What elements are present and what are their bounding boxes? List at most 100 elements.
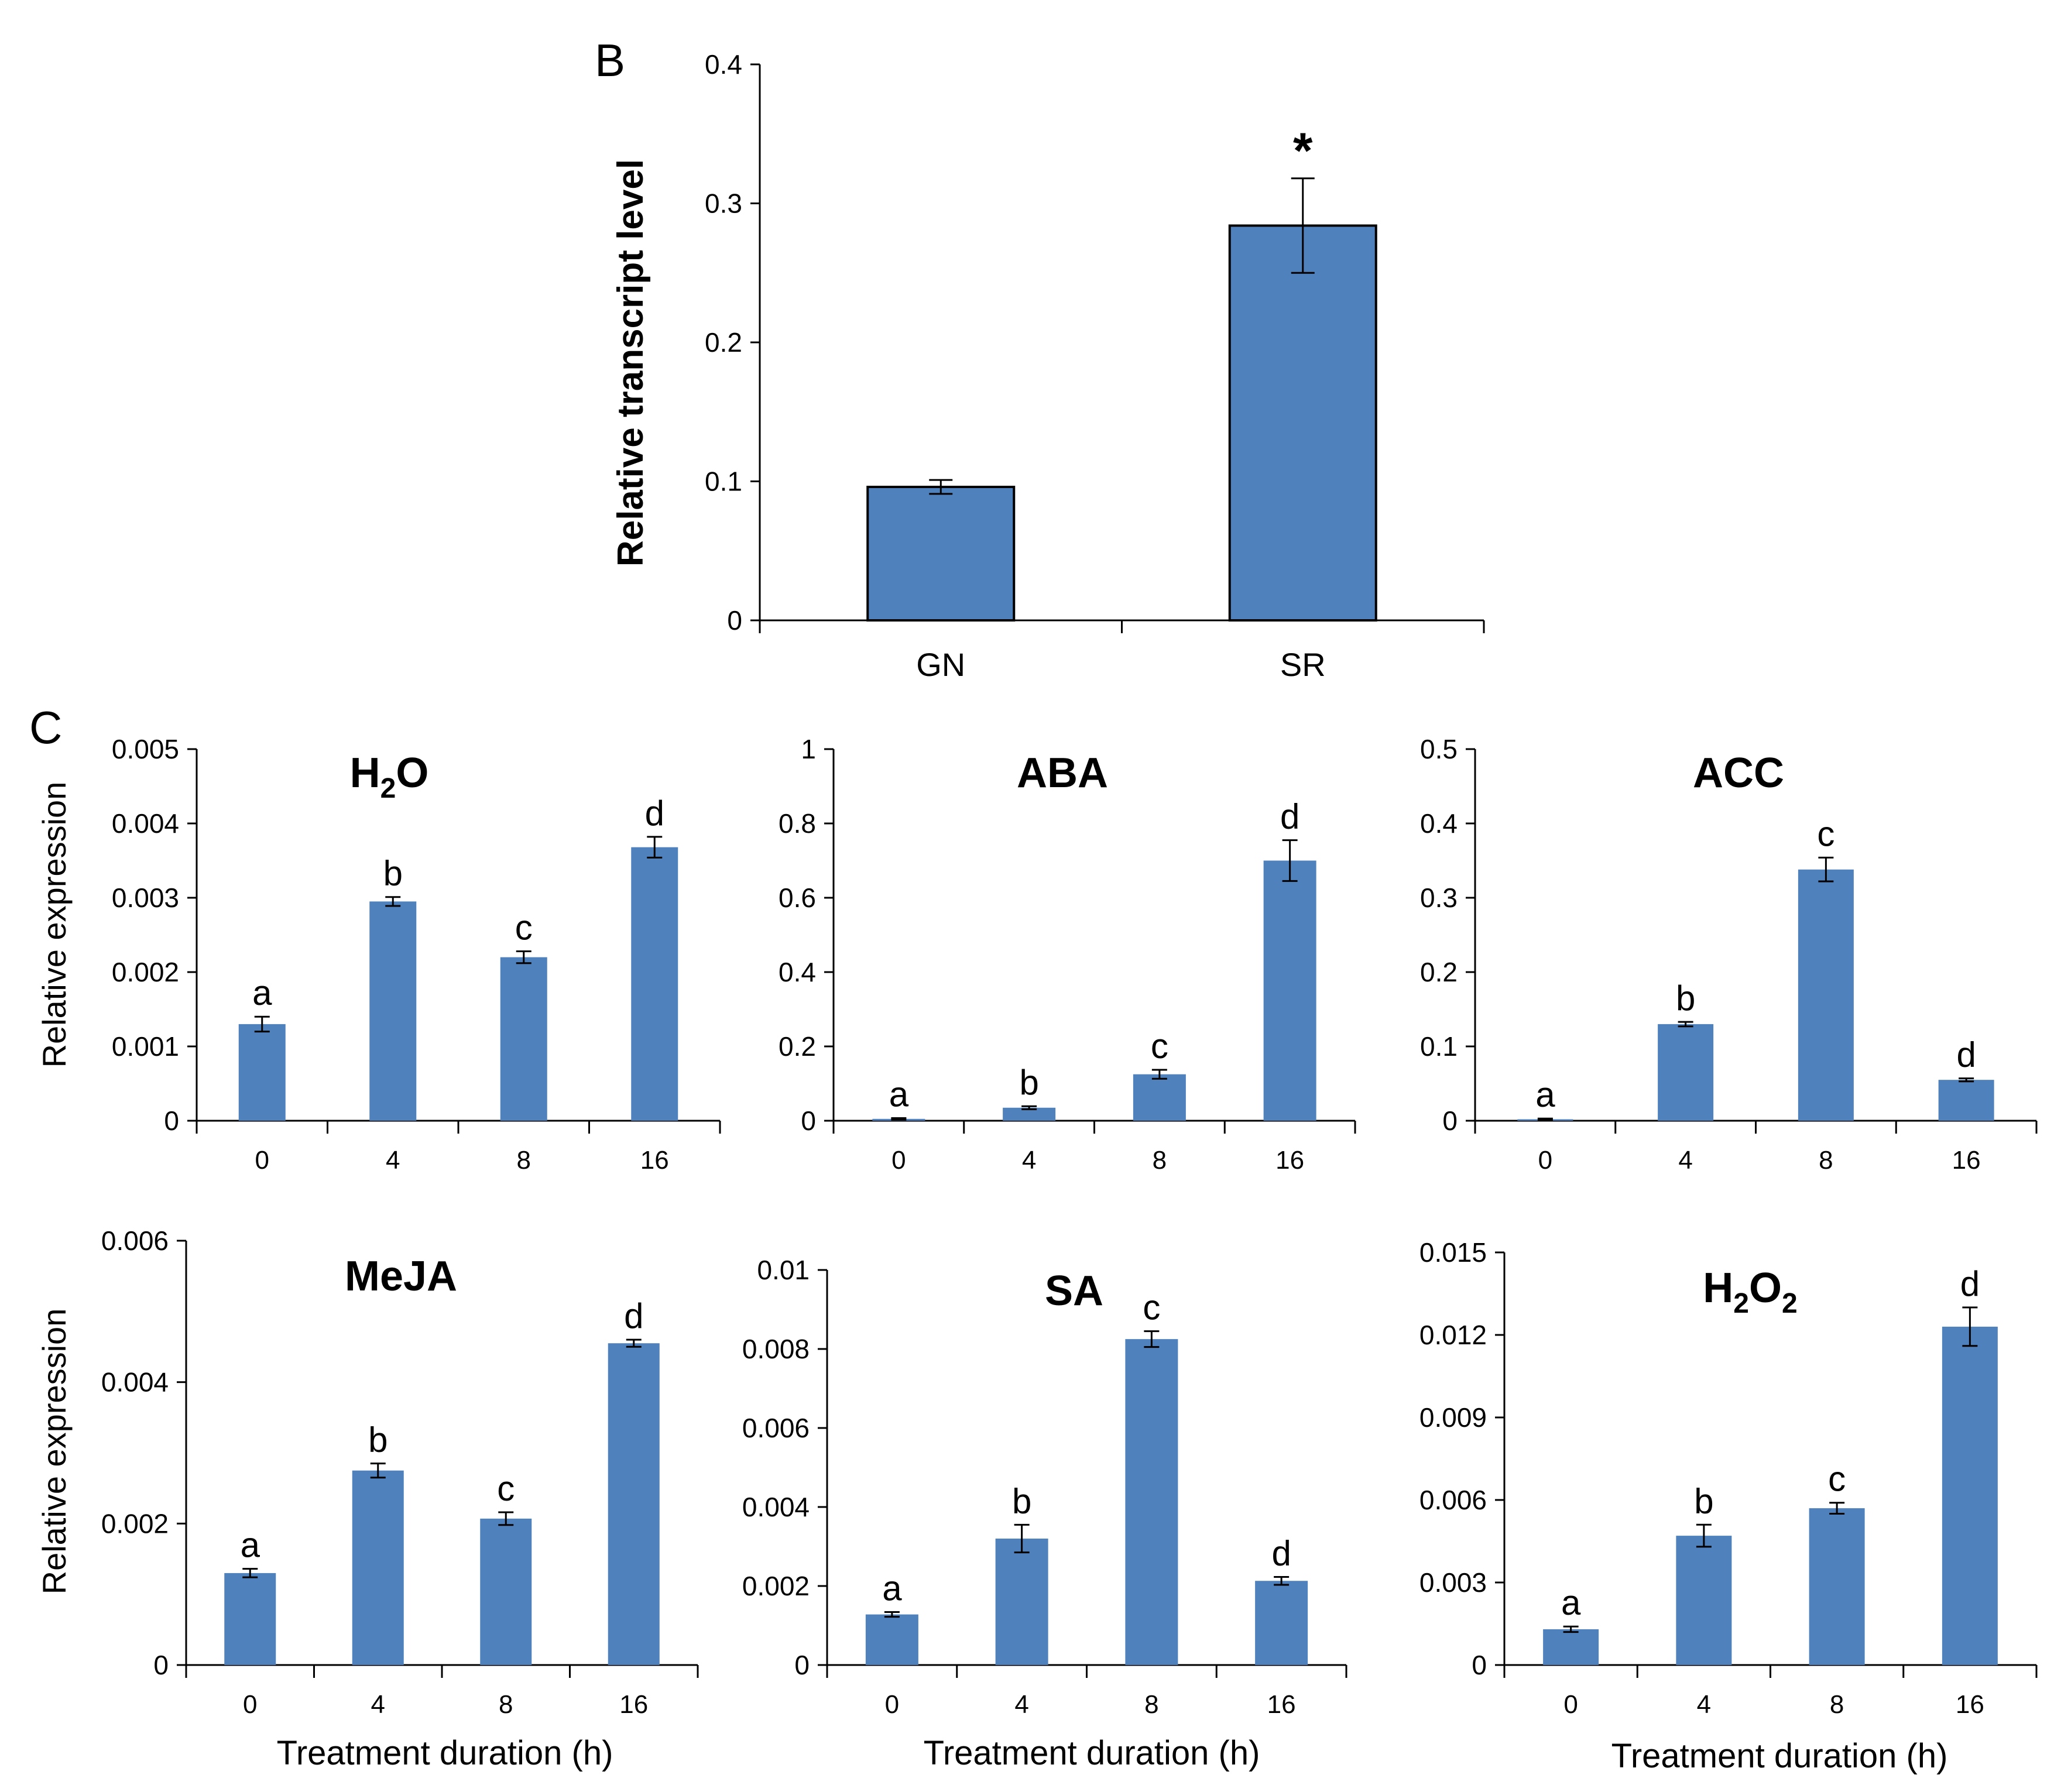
aba-bar bbox=[1133, 1074, 1186, 1121]
h2o-ytick-label: 0.004 bbox=[112, 808, 179, 839]
meja-ytick-label: 0.002 bbox=[101, 1508, 169, 1539]
aba-category-label: 0 bbox=[891, 1146, 906, 1175]
aba-significance-label: c bbox=[1151, 1027, 1168, 1066]
acc-significance-label: b bbox=[1676, 979, 1695, 1018]
h2o-category-label: 16 bbox=[640, 1146, 669, 1175]
sa-bar bbox=[995, 1539, 1048, 1665]
b-ytick-label: 0.2 bbox=[705, 327, 742, 358]
h2o-category-label: 4 bbox=[386, 1146, 400, 1175]
sa-title: SA bbox=[1045, 1268, 1103, 1314]
h2o-ytick-label: 0 bbox=[164, 1106, 179, 1136]
sa-bar bbox=[1255, 1581, 1308, 1665]
sa-category-label: 0 bbox=[885, 1690, 899, 1719]
chart-acc: 0 0.1 0.2 0.3 0.4 0.5 a 0 b 4 c 8 d 16 ACC bbox=[1420, 734, 2038, 1175]
chart-aba: 0 0.2 0.4 0.6 0.8 1 a 0 b 4 c 8 d 16 ABA bbox=[779, 734, 1356, 1175]
acc-category-label: 8 bbox=[1819, 1146, 1833, 1175]
acc-ytick-label: 0.1 bbox=[1420, 1031, 1458, 1062]
sa-x-axis-title: Treatment duration (h) bbox=[924, 1734, 1260, 1772]
h2o-ytick-label: 0.005 bbox=[112, 734, 179, 764]
h2o-bar bbox=[238, 1024, 286, 1121]
meja-significance-label: c bbox=[497, 1469, 515, 1508]
b-bar bbox=[1228, 224, 1377, 622]
acc-bar bbox=[1798, 869, 1854, 1121]
h2o-ytick-label: 0.003 bbox=[112, 883, 179, 913]
meja-ytick-label: 0.006 bbox=[101, 1225, 169, 1256]
b-bar bbox=[866, 486, 1016, 622]
h2o-category-label: 8 bbox=[517, 1146, 531, 1175]
h2o-title-subscript: 2 bbox=[380, 773, 396, 804]
acc-ytick-label: 0 bbox=[1442, 1106, 1458, 1136]
h2o2-significance-label: d bbox=[1960, 1264, 1980, 1303]
h2o-significance-label: a bbox=[252, 973, 272, 1012]
b-ytick-label: 0.4 bbox=[705, 49, 742, 80]
meja-category-label: 8 bbox=[499, 1690, 513, 1719]
h2o2-x-axis-title: Treatment duration (h) bbox=[1611, 1737, 1948, 1775]
aba-bar bbox=[1263, 860, 1316, 1121]
h2o2-category-label: 4 bbox=[1697, 1690, 1711, 1719]
acc-title: ACC bbox=[1693, 750, 1784, 797]
chart-h2o: 0 0.001 0.002 0.003 0.004 0.005 a 0 b 4 c 8 d 16 H2O Re… bbox=[36, 734, 721, 1175]
chart-sa: 0 0.002 0.004 0.006 0.008 0.01 a 0 b 4 c 8 d 16 SA Trea… bbox=[742, 1255, 1347, 1772]
acc-significance-label: d bbox=[1956, 1035, 1976, 1074]
h2o2-significance-label: a bbox=[1561, 1583, 1581, 1622]
h2o2-category-label: 8 bbox=[1830, 1690, 1844, 1719]
meja-significance-label: a bbox=[241, 1526, 260, 1565]
sa-ytick-label: 0.004 bbox=[742, 1492, 810, 1522]
sa-category-label: 16 bbox=[1267, 1690, 1296, 1719]
sa-ytick-label: 0.008 bbox=[742, 1334, 810, 1364]
h2o2-title-subscript-2: 2 bbox=[1782, 1288, 1798, 1319]
acc-ytick-label: 0.3 bbox=[1420, 883, 1458, 913]
h2o2-ytick-label: 0.015 bbox=[1419, 1237, 1487, 1268]
sa-ytick-label: 0.006 bbox=[742, 1413, 810, 1443]
h2o2-title-subscript: 2 bbox=[1733, 1288, 1749, 1319]
h2o2-significance-label: c bbox=[1828, 1460, 1846, 1499]
aba-ytick-label: 0.2 bbox=[779, 1031, 816, 1062]
aba-ytick-label: 0 bbox=[801, 1106, 816, 1136]
h2o-title-tail: O bbox=[396, 750, 428, 797]
acc-significance-label: c bbox=[1817, 814, 1834, 853]
acc-bar bbox=[1658, 1024, 1714, 1121]
aba-bar bbox=[1003, 1107, 1056, 1121]
sa-category-label: 4 bbox=[1014, 1690, 1028, 1719]
h2o2-ytick-label: 0.009 bbox=[1419, 1402, 1487, 1433]
sa-ytick-label: 0 bbox=[794, 1650, 810, 1680]
h2o-significance-label: d bbox=[645, 794, 664, 833]
h2o-bar bbox=[500, 957, 547, 1121]
acc-category-label: 0 bbox=[1538, 1146, 1552, 1175]
h2o2-ytick-label: 0.006 bbox=[1419, 1485, 1487, 1515]
panel-letter-b: B bbox=[595, 35, 625, 86]
meja-ytick-label: 0 bbox=[153, 1650, 169, 1680]
h2o2-title-tail: O bbox=[1749, 1265, 1782, 1312]
h2o2-bar bbox=[1942, 1326, 1998, 1665]
sa-ytick-label: 0.002 bbox=[742, 1571, 810, 1601]
chart-h2o2: 0 0.003 0.006 0.009 0.012 0.015 a 0 b 4 c 8 d 16 H2O2 T… bbox=[1419, 1237, 2038, 1775]
sa-significance-label: c bbox=[1143, 1288, 1160, 1327]
meja-bar bbox=[224, 1573, 276, 1665]
panel-letter-c: C bbox=[29, 702, 62, 753]
b-category-label: GN bbox=[916, 646, 965, 683]
h2o2-ytick-label: 0.012 bbox=[1419, 1320, 1487, 1350]
aba-ytick-label: 0.6 bbox=[779, 883, 816, 913]
sa-significance-label: b bbox=[1012, 1481, 1031, 1520]
meja-category-label: 0 bbox=[243, 1690, 257, 1719]
meja-bar bbox=[480, 1518, 532, 1665]
h2o2-bar bbox=[1543, 1629, 1599, 1665]
aba-significance-label: b bbox=[1019, 1063, 1038, 1102]
b-ytick-label: 0.3 bbox=[705, 188, 742, 219]
h2o-bar bbox=[369, 901, 417, 1121]
aba-ytick-label: 0.8 bbox=[779, 808, 816, 839]
meja-bar bbox=[608, 1343, 660, 1665]
b-category-label: SR bbox=[1280, 646, 1326, 683]
acc-bar bbox=[1938, 1080, 1994, 1121]
acc-ytick-label: 0.2 bbox=[1420, 957, 1458, 987]
h2o-ytick-label: 0.002 bbox=[112, 957, 179, 987]
h2o-ytick-label: 0.001 bbox=[112, 1031, 179, 1062]
meja-x-axis-title: Treatment duration (h) bbox=[277, 1734, 613, 1772]
meja-significance-label: d bbox=[624, 1296, 643, 1336]
aba-significance-label: a bbox=[889, 1075, 909, 1114]
h2o-title: H2O bbox=[350, 750, 429, 804]
aba-ytick-label: 0.4 bbox=[779, 957, 816, 987]
aba-significance-label: d bbox=[1280, 797, 1299, 836]
h2o2-title: H2O2 bbox=[1703, 1265, 1797, 1319]
